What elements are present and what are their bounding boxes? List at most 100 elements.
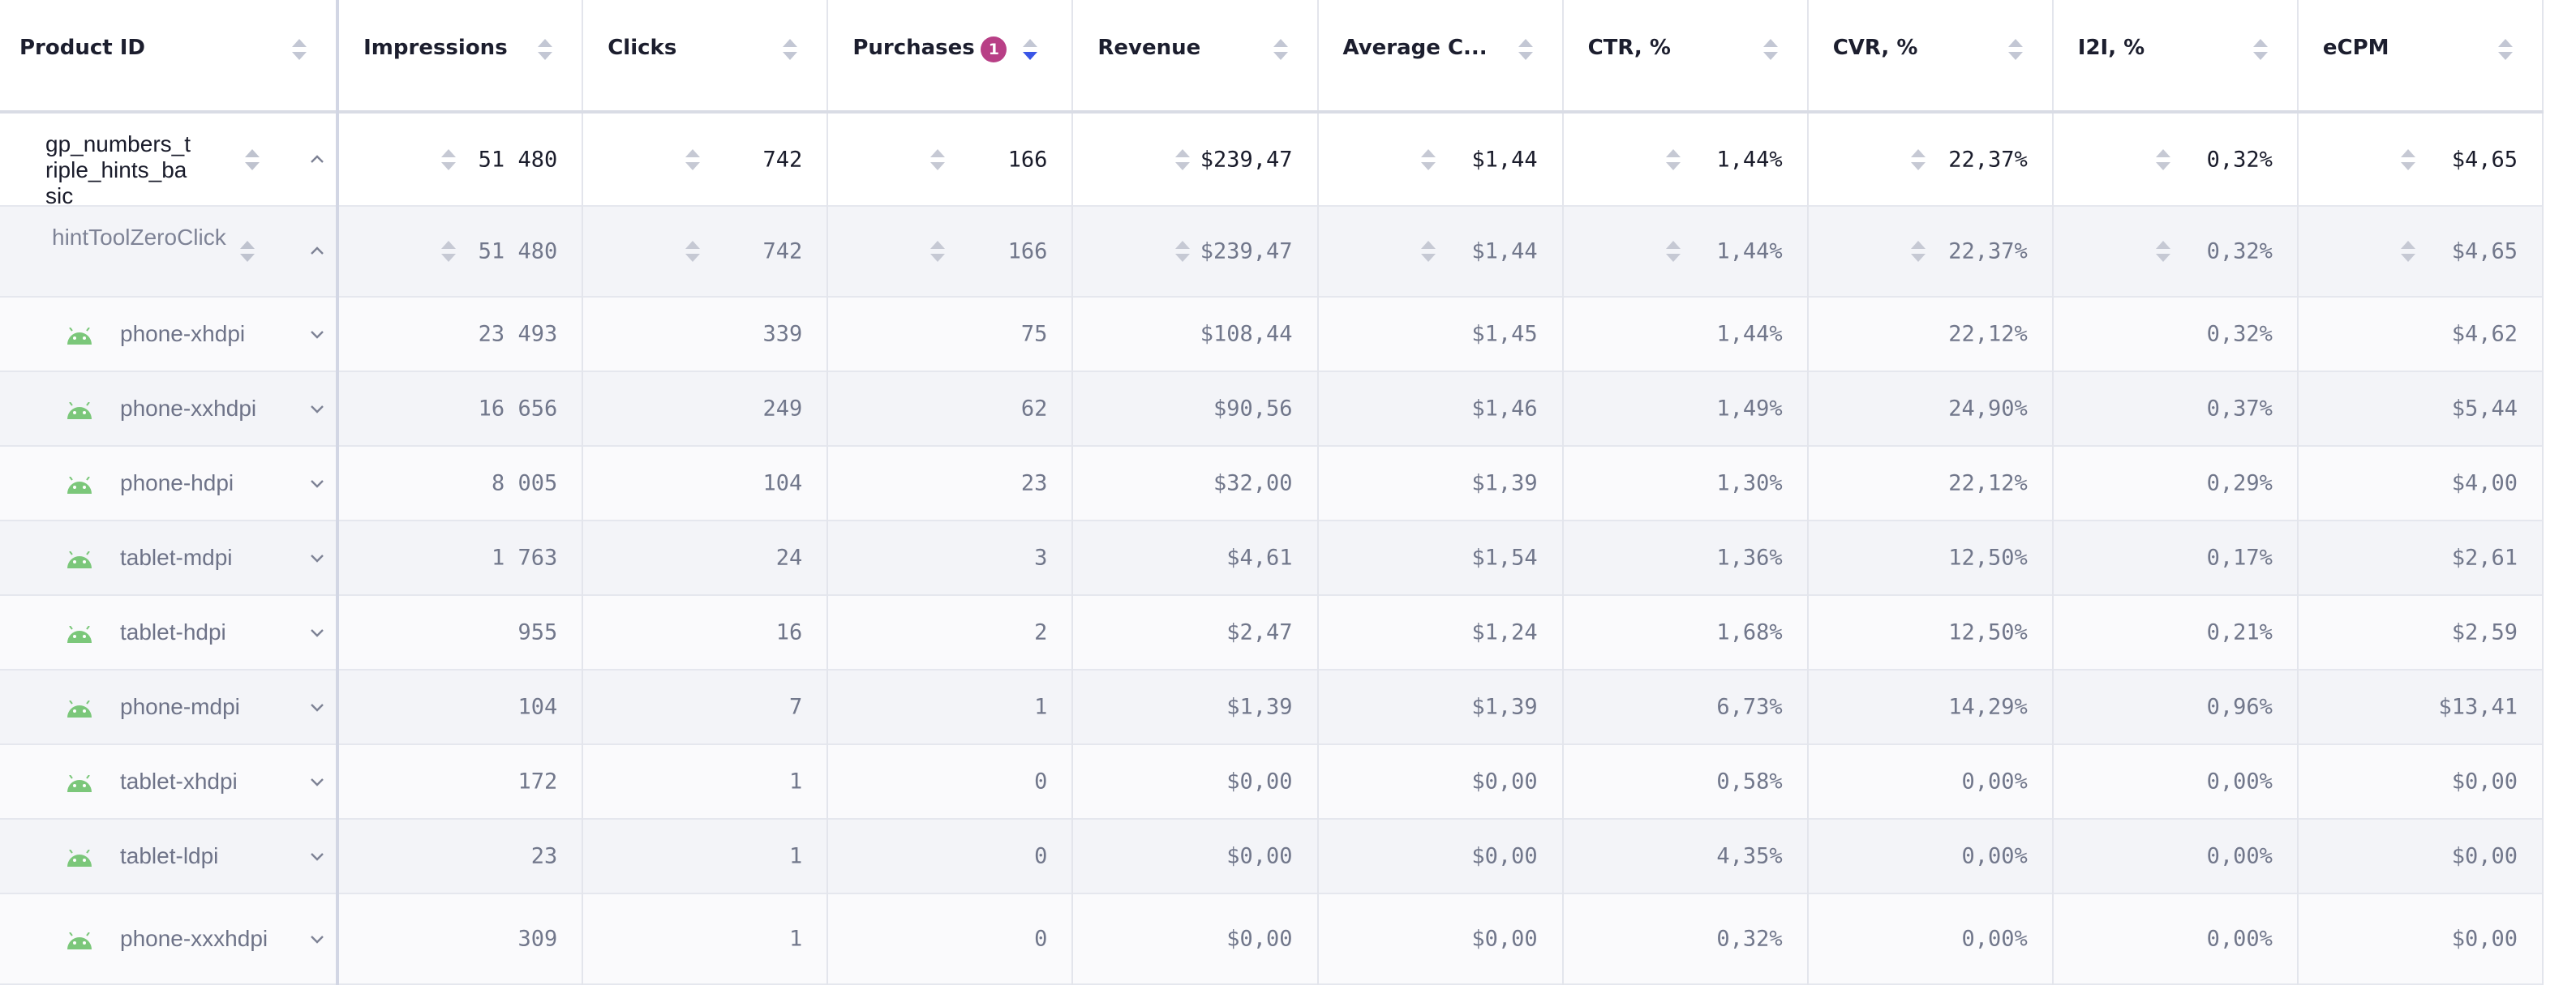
cell-value: $4,61 <box>1226 545 1293 571</box>
sort-icon[interactable] <box>1175 241 1191 262</box>
cell-value: 104 <box>517 694 558 720</box>
table-row-device[interactable]: phone-xhdpi 23 493 339 75 $108,44 $1,45 … <box>0 297 2544 371</box>
sort-icon[interactable] <box>1762 39 1778 60</box>
table-row-device[interactable]: tablet-ldpi 23 1 0 $0,00 $0,00 4,35% 0,0… <box>0 819 2544 893</box>
sort-icon[interactable] <box>1910 241 1926 262</box>
sort-icon[interactable] <box>783 39 798 60</box>
sort-icon[interactable] <box>2252 39 2268 60</box>
chevron-up-icon[interactable] <box>307 149 328 170</box>
device-cell: phone-xxxhdpi <box>0 893 340 984</box>
column-header-ecpm[interactable]: eCPM <box>2297 0 2544 112</box>
cell-value: $0,00 <box>1471 769 1538 795</box>
cvr-cell: 12,50% <box>1807 595 2054 670</box>
device-label: tablet-ldpi <box>120 843 219 868</box>
column-header-purchases[interactable]: Purchases 1 <box>827 0 1074 112</box>
table-row-device[interactable]: phone-hdpi 8 005 104 23 $32,00 $1,39 1,3… <box>0 446 2544 521</box>
cvr-cell: 0,00% <box>1807 744 2054 819</box>
impressions-cell: 16 656 <box>337 371 584 446</box>
cell-value: $0,00 <box>1471 843 1538 869</box>
table-row-device[interactable]: phone-mdpi 104 7 1 $1,39 $1,39 6,73% 14,… <box>0 670 2544 744</box>
purchases-cell: 3 <box>827 521 1074 595</box>
sort-icon[interactable] <box>2400 241 2415 262</box>
sort-icon[interactable] <box>930 148 946 170</box>
column-header-ctr[interactable]: CTR, % <box>1562 0 1809 112</box>
table-row-device[interactable]: tablet-mdpi 1 763 24 3 $4,61 $1,54 1,36%… <box>0 521 2544 595</box>
chevron-down-icon[interactable] <box>307 771 328 792</box>
cell-value: $0,00 <box>2451 843 2518 869</box>
cell-value: 14,29% <box>1948 694 2028 720</box>
table-row-placement[interactable]: hintToolZeroClick 51 480 742 166 $239,47… <box>0 206 2544 297</box>
column-label: Impressions <box>363 36 508 60</box>
cell-value: 0 <box>1034 843 1048 869</box>
sort-icon[interactable] <box>930 241 946 262</box>
cell-value: 6,73% <box>1716 694 1783 720</box>
revenue-cell: $1,39 <box>1072 670 1319 744</box>
table-row-device[interactable]: tablet-xhdpi 172 1 0 $0,00 $0,00 0,58% 0… <box>0 744 2544 819</box>
cell-value: $0,00 <box>2451 769 2518 795</box>
impressions-cell: 309 <box>337 893 584 984</box>
sort-icon[interactable] <box>441 241 457 262</box>
sort-icon[interactable] <box>1518 39 1533 60</box>
sort-icon[interactable] <box>1420 148 1436 170</box>
table-row-device[interactable]: tablet-hdpi 955 16 2 $2,47 $1,24 1,68% 1… <box>0 595 2544 670</box>
ecpm-cell: $0,00 <box>2297 744 2544 819</box>
ecpm-cell: $0,00 <box>2297 893 2544 984</box>
column-header-impressions[interactable]: Impressions <box>337 0 584 112</box>
column-header-cvr[interactable]: CVR, % <box>1807 0 2054 112</box>
cell-value: 62 <box>1020 396 1048 422</box>
average-check-cell: $1,54 <box>1317 521 1564 595</box>
column-header-average-check[interactable]: Average C... <box>1317 0 1564 112</box>
table-row-device[interactable]: phone-xxhdpi 16 656 249 62 $90,56 $1,46 … <box>0 371 2544 446</box>
column-header-revenue[interactable]: Revenue <box>1072 0 1319 112</box>
i2i-cell: 0,21% <box>2052 595 2299 670</box>
chevron-down-icon[interactable] <box>307 473 328 494</box>
chevron-down-icon[interactable] <box>307 323 328 345</box>
cell-value: 2 <box>1034 619 1048 645</box>
sort-icon[interactable] <box>1665 241 1681 262</box>
cell-value: 742 <box>762 238 803 264</box>
cell-value: 22,12% <box>1948 321 2028 347</box>
sort-icon[interactable] <box>2155 241 2170 262</box>
revenue-cell: $0,00 <box>1072 893 1319 984</box>
cvr-cell: 12,50% <box>1807 521 2054 595</box>
sort-icon[interactable] <box>245 148 260 170</box>
sort-icon[interactable] <box>240 241 255 262</box>
chevron-down-icon[interactable] <box>307 846 328 867</box>
sort-icon[interactable] <box>2155 148 2170 170</box>
sort-icon[interactable] <box>1910 148 1926 170</box>
sort-icon[interactable] <box>685 241 701 262</box>
cell-value: 23 493 <box>478 321 558 347</box>
revenue-cell: $0,00 <box>1072 819 1319 893</box>
column-header-clicks[interactable]: Clicks <box>582 0 829 112</box>
sort-icon[interactable] <box>1273 39 1288 60</box>
sort-icon[interactable] <box>2498 39 2513 60</box>
chevron-down-icon[interactable] <box>307 398 328 419</box>
sort-icon[interactable] <box>441 148 457 170</box>
column-header-i2i[interactable]: I2I, % <box>2052 0 2299 112</box>
sort-icon[interactable] <box>1175 148 1191 170</box>
chevron-up-icon[interactable] <box>307 241 328 262</box>
cvr-cell: 22,12% <box>1807 297 2054 371</box>
column-header-product-id[interactable]: Product ID <box>0 0 340 112</box>
sort-icon[interactable] <box>685 148 701 170</box>
cell-value: $0,00 <box>1226 926 1293 952</box>
sort-icon[interactable] <box>2400 148 2415 170</box>
android-icon <box>65 847 94 867</box>
sort-icon[interactable] <box>292 39 307 60</box>
clicks-cell: 1 <box>582 744 829 819</box>
sort-icon[interactable] <box>1420 241 1436 262</box>
cell-value: $1,39 <box>1471 694 1538 720</box>
sort-icon[interactable] <box>538 39 553 60</box>
chevron-down-icon[interactable] <box>307 547 328 568</box>
cell-value: 742 <box>762 147 803 172</box>
android-icon <box>65 698 94 718</box>
sort-icon[interactable] <box>1665 148 1681 170</box>
table-row-device[interactable]: phone-xxxhdpi 309 1 0 $0,00 $0,00 0,32% … <box>0 893 2544 984</box>
table-row-product[interactable]: gp_numbers_triple_hints_basic 51 480 742… <box>0 112 2544 208</box>
sort-icon[interactable] <box>2007 39 2023 60</box>
chevron-down-icon[interactable] <box>307 696 328 718</box>
purchases-cell: 23 <box>827 446 1074 521</box>
chevron-down-icon[interactable] <box>307 928 328 949</box>
sort-desc-icon[interactable] <box>1023 39 1038 60</box>
chevron-down-icon[interactable] <box>307 622 328 643</box>
